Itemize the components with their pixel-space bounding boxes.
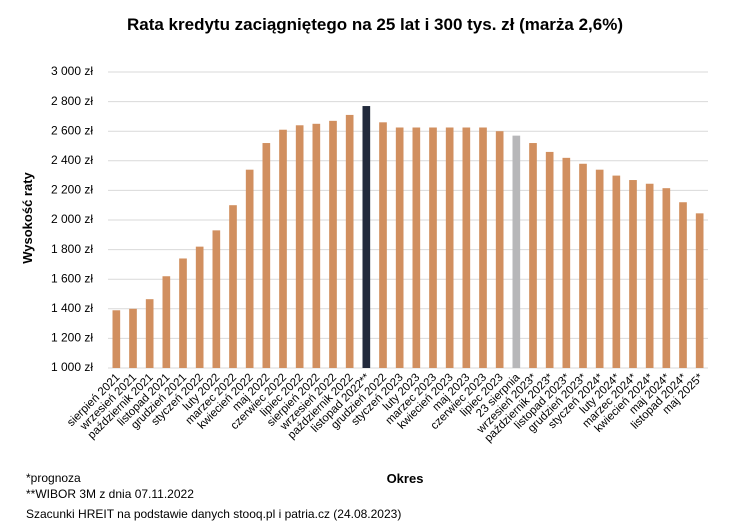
bar [595, 169, 604, 368]
bar [395, 127, 404, 368]
bar [345, 114, 354, 368]
bar [579, 163, 587, 368]
bar [262, 143, 271, 368]
y-tick-label: 3 000 zł [51, 64, 93, 78]
bar [179, 258, 187, 368]
bar [312, 123, 321, 368]
y-tick-label: 1 200 zł [51, 331, 93, 345]
y-tick-label: 2 800 zł [51, 94, 93, 108]
source-note: Szacunki HREIT na podstawie danych stooq… [26, 507, 401, 521]
bar [362, 106, 371, 368]
bar [645, 183, 654, 368]
bar [379, 122, 387, 368]
bar [529, 143, 537, 368]
y-tick-label: 1 400 zł [51, 301, 93, 315]
y-tick-label: 2 600 zł [51, 123, 93, 137]
chart-title: Rata kredytu zaciągniętego na 25 lat i 3… [127, 15, 623, 34]
bar [445, 127, 454, 368]
bar [462, 127, 471, 368]
y-axis-label: Wysokość raty [20, 171, 35, 263]
bar [662, 188, 671, 368]
bar [562, 157, 571, 368]
bar [295, 125, 304, 368]
x-axis-label: Okres [387, 471, 424, 486]
y-tick-label: 1 600 zł [51, 271, 93, 285]
bar [162, 276, 171, 368]
bar [495, 131, 504, 368]
bar [695, 213, 704, 368]
bar [229, 205, 237, 368]
y-tick-label: 1 000 zł [51, 360, 93, 374]
y-tick-label: 2 200 zł [51, 183, 93, 197]
y-tick-label: 1 800 zł [51, 242, 93, 256]
bar [129, 308, 137, 368]
y-tick-label: 2 400 zł [51, 153, 93, 167]
bar [112, 310, 121, 368]
bar [429, 127, 437, 368]
bar [612, 175, 621, 368]
bar [145, 299, 154, 368]
y-tick-label: 2 000 zł [51, 212, 93, 226]
bar [479, 127, 487, 368]
bar [679, 202, 687, 368]
bar [545, 151, 554, 368]
footnote: *prognoza [26, 471, 81, 485]
bar [212, 230, 221, 368]
bar [245, 169, 254, 368]
bar [195, 246, 204, 368]
bar [512, 135, 521, 368]
bar [279, 129, 287, 368]
bar [412, 127, 421, 368]
bar [329, 120, 337, 368]
footnote: **WIBOR 3M z dnia 07.11.2022 [26, 487, 194, 501]
bar [629, 180, 637, 368]
